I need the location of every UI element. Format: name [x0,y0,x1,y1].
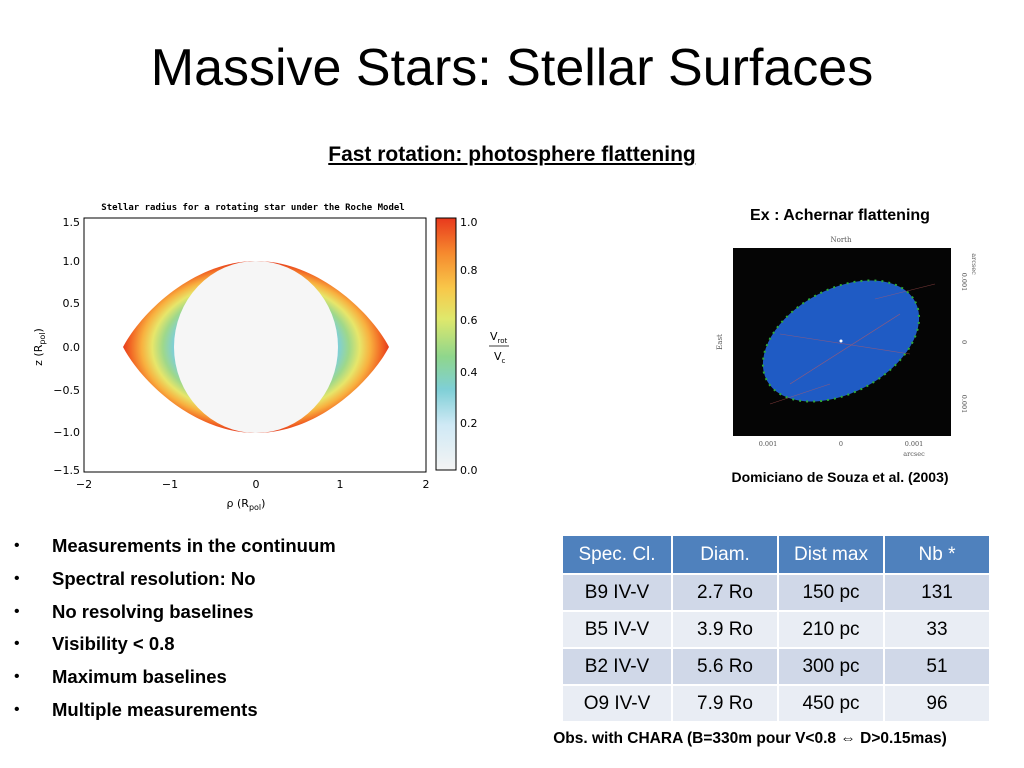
table-cell: 450 pc [777,684,885,723]
svg-text:Vc: Vc [494,350,506,365]
list-item: • Maximum baselines [14,663,336,696]
image-x-tick: 0.001 [905,440,924,448]
achernar-disk [761,279,936,405]
bullet-icon: • [14,602,20,620]
roche-model-plot: Stellar radius for a rotating star under… [20,196,530,518]
rotating-star-inner-core [174,261,338,433]
table-cell: 131 [883,573,991,612]
colorbar-tick-label: 0.4 [460,366,478,379]
table-cell: 33 [883,610,991,649]
image-y-unit: arcsec [970,253,978,275]
table-row: O9 IV-V 7.9 Ro 450 pc 96 [561,684,991,723]
table-header-cell: Dist max [777,534,885,575]
table-cell: 2.7 Ro [671,573,779,612]
x-tick-label: 0 [253,478,260,491]
list-item: • Visibility < 0.8 [14,630,336,663]
plot-y-axis: 1.5 1.0 0.5 0.0 −0.5 −1.0 −1.5 [53,216,80,477]
plot-title: Stellar radius for a rotating star under… [101,202,404,213]
citation: Domiciano de Souza et al. (2003) [731,469,949,485]
y-tick-label: 1.5 [63,216,81,229]
north-label: North [830,236,851,244]
colorbar [435,217,457,471]
slide-subtitle: Fast rotation: photosphere flattening [328,143,696,166]
colorbar-tick-label: 0.8 [460,264,478,277]
list-item: • Measurements in the continuum [14,532,336,565]
bullet-text: Spectral resolution: No [52,567,256,589]
list-item: • Multiple measurements [14,696,336,729]
table-cell: 300 pc [777,647,885,686]
image-x-tick: 0 [839,440,843,448]
table-cell: 96 [883,684,991,723]
table-header-cell: Nb * [883,534,991,575]
bullet-icon: • [14,569,20,587]
colorbar-tick-label: 0.2 [460,417,478,430]
x-tick-label: −2 [76,478,92,491]
table-cell: O9 IV-V [561,684,673,723]
list-item: • Spectral resolution: No [14,565,336,598]
bullet-text: Multiple measurements [52,698,258,720]
table-cell: 7.9 Ro [671,684,779,723]
table-cell: 51 [883,647,991,686]
table-row: B5 IV-V 3.9 Ro 210 pc 33 [561,610,991,649]
y-tick-label: −0.5 [53,384,80,397]
bullet-icon: • [14,700,20,718]
image-y-tick: 0.001 [960,273,968,292]
x-tick-label: 2 [423,478,430,491]
table-cell: 3.9 Ro [671,610,779,649]
table-cell: B9 IV-V [561,573,673,612]
x-tick-label: 1 [337,478,344,491]
y-tick-label: −1.5 [53,464,80,477]
footnote: Obs. with CHARA (B=330m pour V<0.8 ⇔ D>0… [553,730,947,747]
colorbar-tick-label: 0.0 [460,464,478,477]
list-item: • No resolving baselines [14,598,336,631]
bullet-icon: • [14,635,20,653]
image-y-tick: 0.001 [960,395,968,414]
y-axis-label: z (Rpol) [32,328,47,366]
east-label: East [716,334,724,350]
bullet-icon: • [14,668,20,686]
y-tick-label: 0.0 [63,341,81,354]
bullet-text: Measurements in the continuum [52,535,336,556]
colorbar-ticks: 1.0 0.8 0.6 0.4 0.2 0.0 [460,216,478,477]
table-cell: 150 pc [777,573,885,612]
bullet-icon: • [14,537,20,554]
table-header-cell: Spec. Cl. [561,534,673,575]
bullet-list: • Measurements in the continuum • Spectral… [14,532,336,729]
achernar-image: North East 0.001 0 0.001 arcsec 0.001 0 … [700,234,980,466]
table-header-row: Spec. Cl. Diam. Dist max Nb * [561,534,991,575]
table-cell: 210 pc [777,610,885,649]
plot-x-axis: −2 −1 0 1 2 [76,478,430,491]
x-axis-label: ρ (Rpol) [227,497,266,512]
colorbar-label: Vrot Vc [489,330,509,365]
slide-title: Massive Stars: Stellar Surfaces [150,39,874,97]
image-x-tick: 0.001 [759,440,778,448]
table-row: B9 IV-V 2.7 Ro 150 pc 131 [561,573,991,612]
y-tick-label: 0.5 [63,297,81,310]
image-x-unit: arcsec [903,450,925,458]
table-header-cell: Diam. [671,534,779,575]
bullet-text: Maximum baselines [52,666,227,688]
bullet-text: Visibility < 0.8 [52,633,175,655]
image-y-tick: 0 [960,340,968,344]
x-tick-label: −1 [162,478,178,491]
bullet-text: No resolving baselines [52,600,254,622]
colorbar-tick-label: 0.6 [460,314,478,327]
colorbar-tick-label: 1.0 [460,216,478,229]
y-tick-label: −1.0 [53,426,80,439]
achernar-caption: Ex : Achernar flattening [750,207,930,224]
table-cell: B5 IV-V [561,610,673,649]
y-tick-label: 1.0 [63,255,81,268]
table-cell: 5.6 Ro [671,647,779,686]
stars-table: Spec. Cl. Diam. Dist max Nb * B9 IV-V 2.… [561,534,991,723]
table-row: B2 IV-V 5.6 Ro 300 pc 51 [561,647,991,686]
table-cell: B2 IV-V [561,647,673,686]
svg-text:Vrot: Vrot [490,330,508,345]
